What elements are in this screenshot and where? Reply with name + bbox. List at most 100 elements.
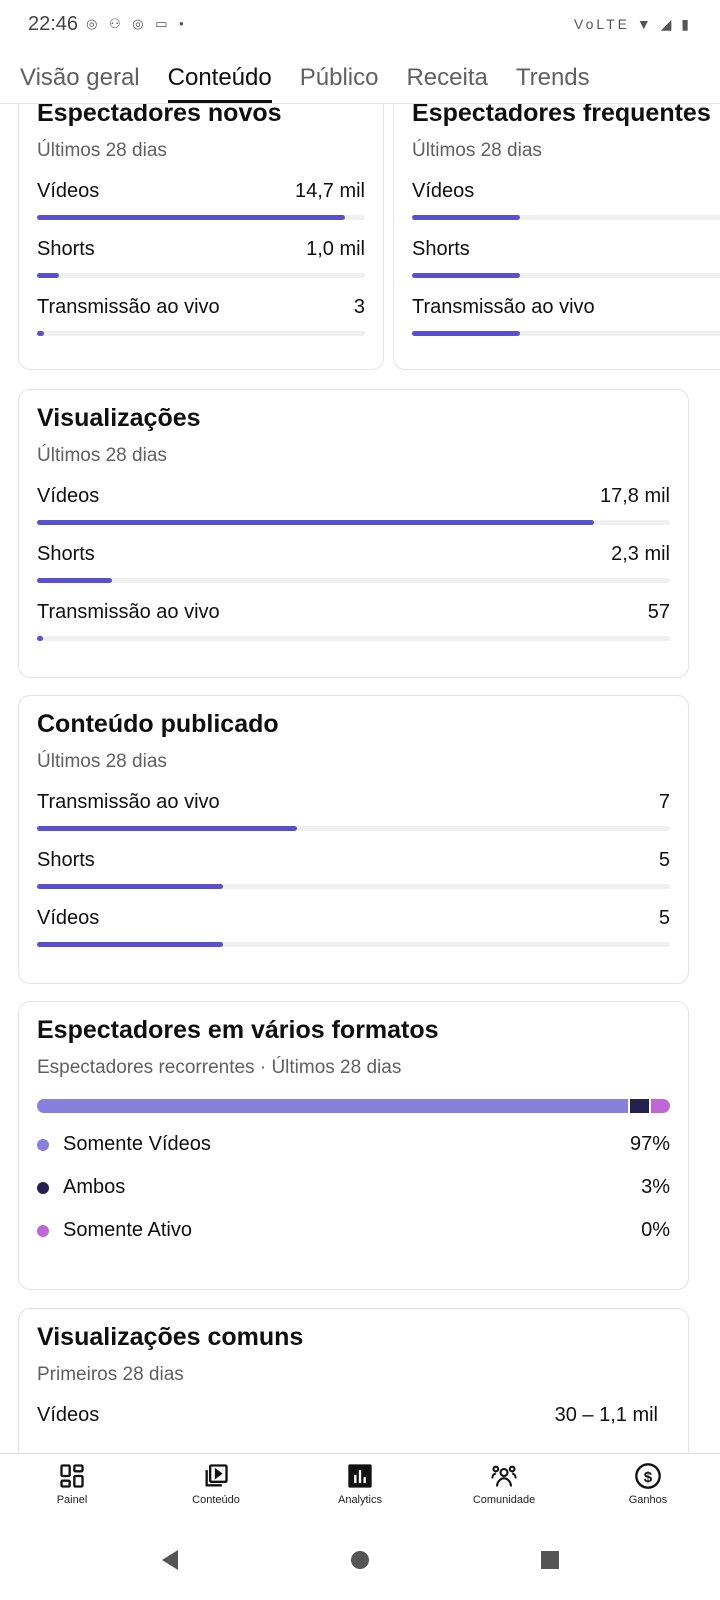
common-views-card[interactable]: Visualizações comuns Primeiros 28 dias V… xyxy=(18,1308,689,1453)
metric-row: Shorts 5 xyxy=(37,849,670,889)
svg-text:$: $ xyxy=(644,1469,653,1486)
nav-earnings[interactable]: $ Ganhos xyxy=(576,1454,720,1519)
system-nav-bar xyxy=(0,1519,720,1600)
card-title: Visualizações xyxy=(37,404,201,432)
metric-row: Shorts 1,0 mil xyxy=(37,238,365,278)
metric-label: Shorts xyxy=(37,238,95,260)
metric-row: Transmissão ao vivo 3 xyxy=(37,296,365,336)
metric-value: 57 xyxy=(647,601,670,623)
nav-label: Conteúdo xyxy=(192,1494,240,1506)
metric-row: Vídeos xyxy=(412,180,720,220)
nav-label: Ganhos xyxy=(628,1494,668,1506)
metric-bar-fill xyxy=(37,942,224,947)
metric-value: 3 xyxy=(353,296,365,318)
metric-bar-track xyxy=(37,636,670,641)
metric-bar-fill xyxy=(37,520,595,525)
format-share-segment xyxy=(651,1099,670,1113)
tab-audience[interactable]: Público xyxy=(299,64,379,91)
card-subtitle: Últimos 28 dias xyxy=(37,751,167,772)
metric-value: 30 – 1,1 mil xyxy=(554,1404,658,1426)
metric-bar-fill xyxy=(37,826,297,831)
card-title: Espectadores novos xyxy=(37,104,282,127)
metric-value: 5 xyxy=(658,907,670,929)
card-title: Conteúdo publicado xyxy=(37,710,279,738)
nav-dashboard[interactable]: Painel xyxy=(0,1454,144,1519)
legend-item: Ambos 3% xyxy=(37,1176,670,1199)
views-card[interactable]: Visualizações Últimos 28 dias Vídeos 17,… xyxy=(18,389,689,678)
metric-label: Vídeos xyxy=(37,485,100,507)
dashboard-icon xyxy=(60,1464,84,1488)
published-content-card[interactable]: Conteúdo publicado Últimos 28 dias Trans… xyxy=(18,695,689,984)
metric-bar-fill xyxy=(37,578,112,583)
card-title: Espectadores em vários formatos xyxy=(37,1016,439,1044)
nav-content[interactable]: Conteúdo xyxy=(144,1454,288,1519)
tab-trends[interactable]: Trends xyxy=(515,64,590,91)
tab-overview[interactable]: Visão geral xyxy=(20,64,140,91)
legend-dot-icon xyxy=(37,1181,49,1194)
nav-analytics[interactable]: Analytics xyxy=(288,1454,432,1519)
metric-bar-fill xyxy=(37,884,224,889)
format-share-bar xyxy=(37,1099,670,1113)
legend-label: Ambos xyxy=(63,1176,126,1198)
metric-bar-track xyxy=(37,215,365,220)
analytics-icon xyxy=(348,1464,372,1488)
metric-value: 14,7 mil xyxy=(294,180,365,202)
card-subtitle: Últimos 28 dias xyxy=(37,140,167,161)
metric-bar-track xyxy=(412,273,720,278)
metric-bar-track xyxy=(412,331,720,336)
metric-value: 2,3 mil xyxy=(611,543,670,565)
nav-label: Painel xyxy=(56,1494,88,1506)
clock: 22:46 xyxy=(28,12,79,35)
metric-row: Transmissão ao vivo 7 xyxy=(37,791,670,831)
metric-value: 7 xyxy=(658,791,670,813)
community-icon xyxy=(491,1465,517,1487)
metric-label: Shorts xyxy=(37,543,95,565)
metric-bar-track xyxy=(37,331,365,336)
metric-label: Vídeos xyxy=(37,180,100,202)
metric-bar-track xyxy=(412,215,720,220)
card-title: Espectadores frequentes xyxy=(412,104,711,127)
metric-value: 1,0 mil xyxy=(306,238,365,260)
card-subtitle: Primeiros 28 dias xyxy=(37,1364,184,1385)
legend-dot-icon xyxy=(37,1224,49,1237)
metric-bar-track xyxy=(37,520,670,525)
legend-value: 0% xyxy=(641,1219,670,1241)
metric-row: Vídeos 30 – 1,1 mil xyxy=(37,1404,670,1427)
metric-row: Shorts 2,3 mil xyxy=(37,543,670,583)
metric-label: Transmissão ao vivo xyxy=(37,791,220,813)
legend-dot-icon xyxy=(37,1138,49,1151)
metric-row: Transmissão ao vivo 57 xyxy=(37,601,670,641)
metric-bar-track xyxy=(37,942,670,947)
content-icon xyxy=(205,1464,228,1487)
metric-row: Shorts xyxy=(412,238,720,278)
new-viewers-card[interactable]: Espectadores novos Últimos 28 dias Vídeo… xyxy=(18,104,384,370)
format-share-segment xyxy=(630,1099,650,1113)
nav-community[interactable]: Comunidade xyxy=(432,1454,576,1519)
metric-label: Transmissão ao vivo xyxy=(37,296,220,318)
formats-card[interactable]: Espectadores em vários formatos Espectad… xyxy=(18,1001,689,1290)
metric-bar-fill xyxy=(412,331,521,336)
frequent-viewers-card[interactable]: Espectadores frequentes Últimos 28 dias … xyxy=(393,104,720,370)
metric-bar-track xyxy=(37,884,670,889)
legend-item: Somente Vídeos 97% xyxy=(37,1133,670,1156)
metric-bar-track xyxy=(37,578,670,583)
recents-icon[interactable] xyxy=(540,1550,560,1570)
status-bar: 22:46 ◎ ⚇ ◎ ▭ • VoLTE ▼ ◢ ▮ xyxy=(0,0,720,48)
format-share-segment xyxy=(37,1099,629,1113)
bottom-nav: Painel Conteúdo Analytics Comunidade $ G… xyxy=(0,1453,720,1519)
metric-bar-fill xyxy=(37,215,346,220)
tab-revenue[interactable]: Receita xyxy=(406,64,488,91)
card-subtitle: Espectadores recorrentes · Últimos 28 di… xyxy=(37,1057,402,1078)
metric-bar-fill xyxy=(37,331,44,336)
metric-row: Vídeos 17,8 mil xyxy=(37,485,670,525)
tab-bar: Visão geral Conteúdo Público Receita Tre… xyxy=(0,48,720,104)
tab-content[interactable]: Conteúdo xyxy=(167,48,272,103)
back-icon[interactable] xyxy=(160,1549,180,1571)
metric-value: 5 xyxy=(658,849,670,871)
content-scroll[interactable]: Espectadores novos Últimos 28 dias Vídeo… xyxy=(0,104,720,1453)
metric-label: Vídeos xyxy=(37,1404,100,1426)
metric-row: Transmissão ao vivo xyxy=(412,296,720,336)
metric-value: 17,8 mil xyxy=(599,485,670,507)
home-icon[interactable] xyxy=(350,1550,370,1570)
card-title: Visualizações comuns xyxy=(37,1323,304,1351)
